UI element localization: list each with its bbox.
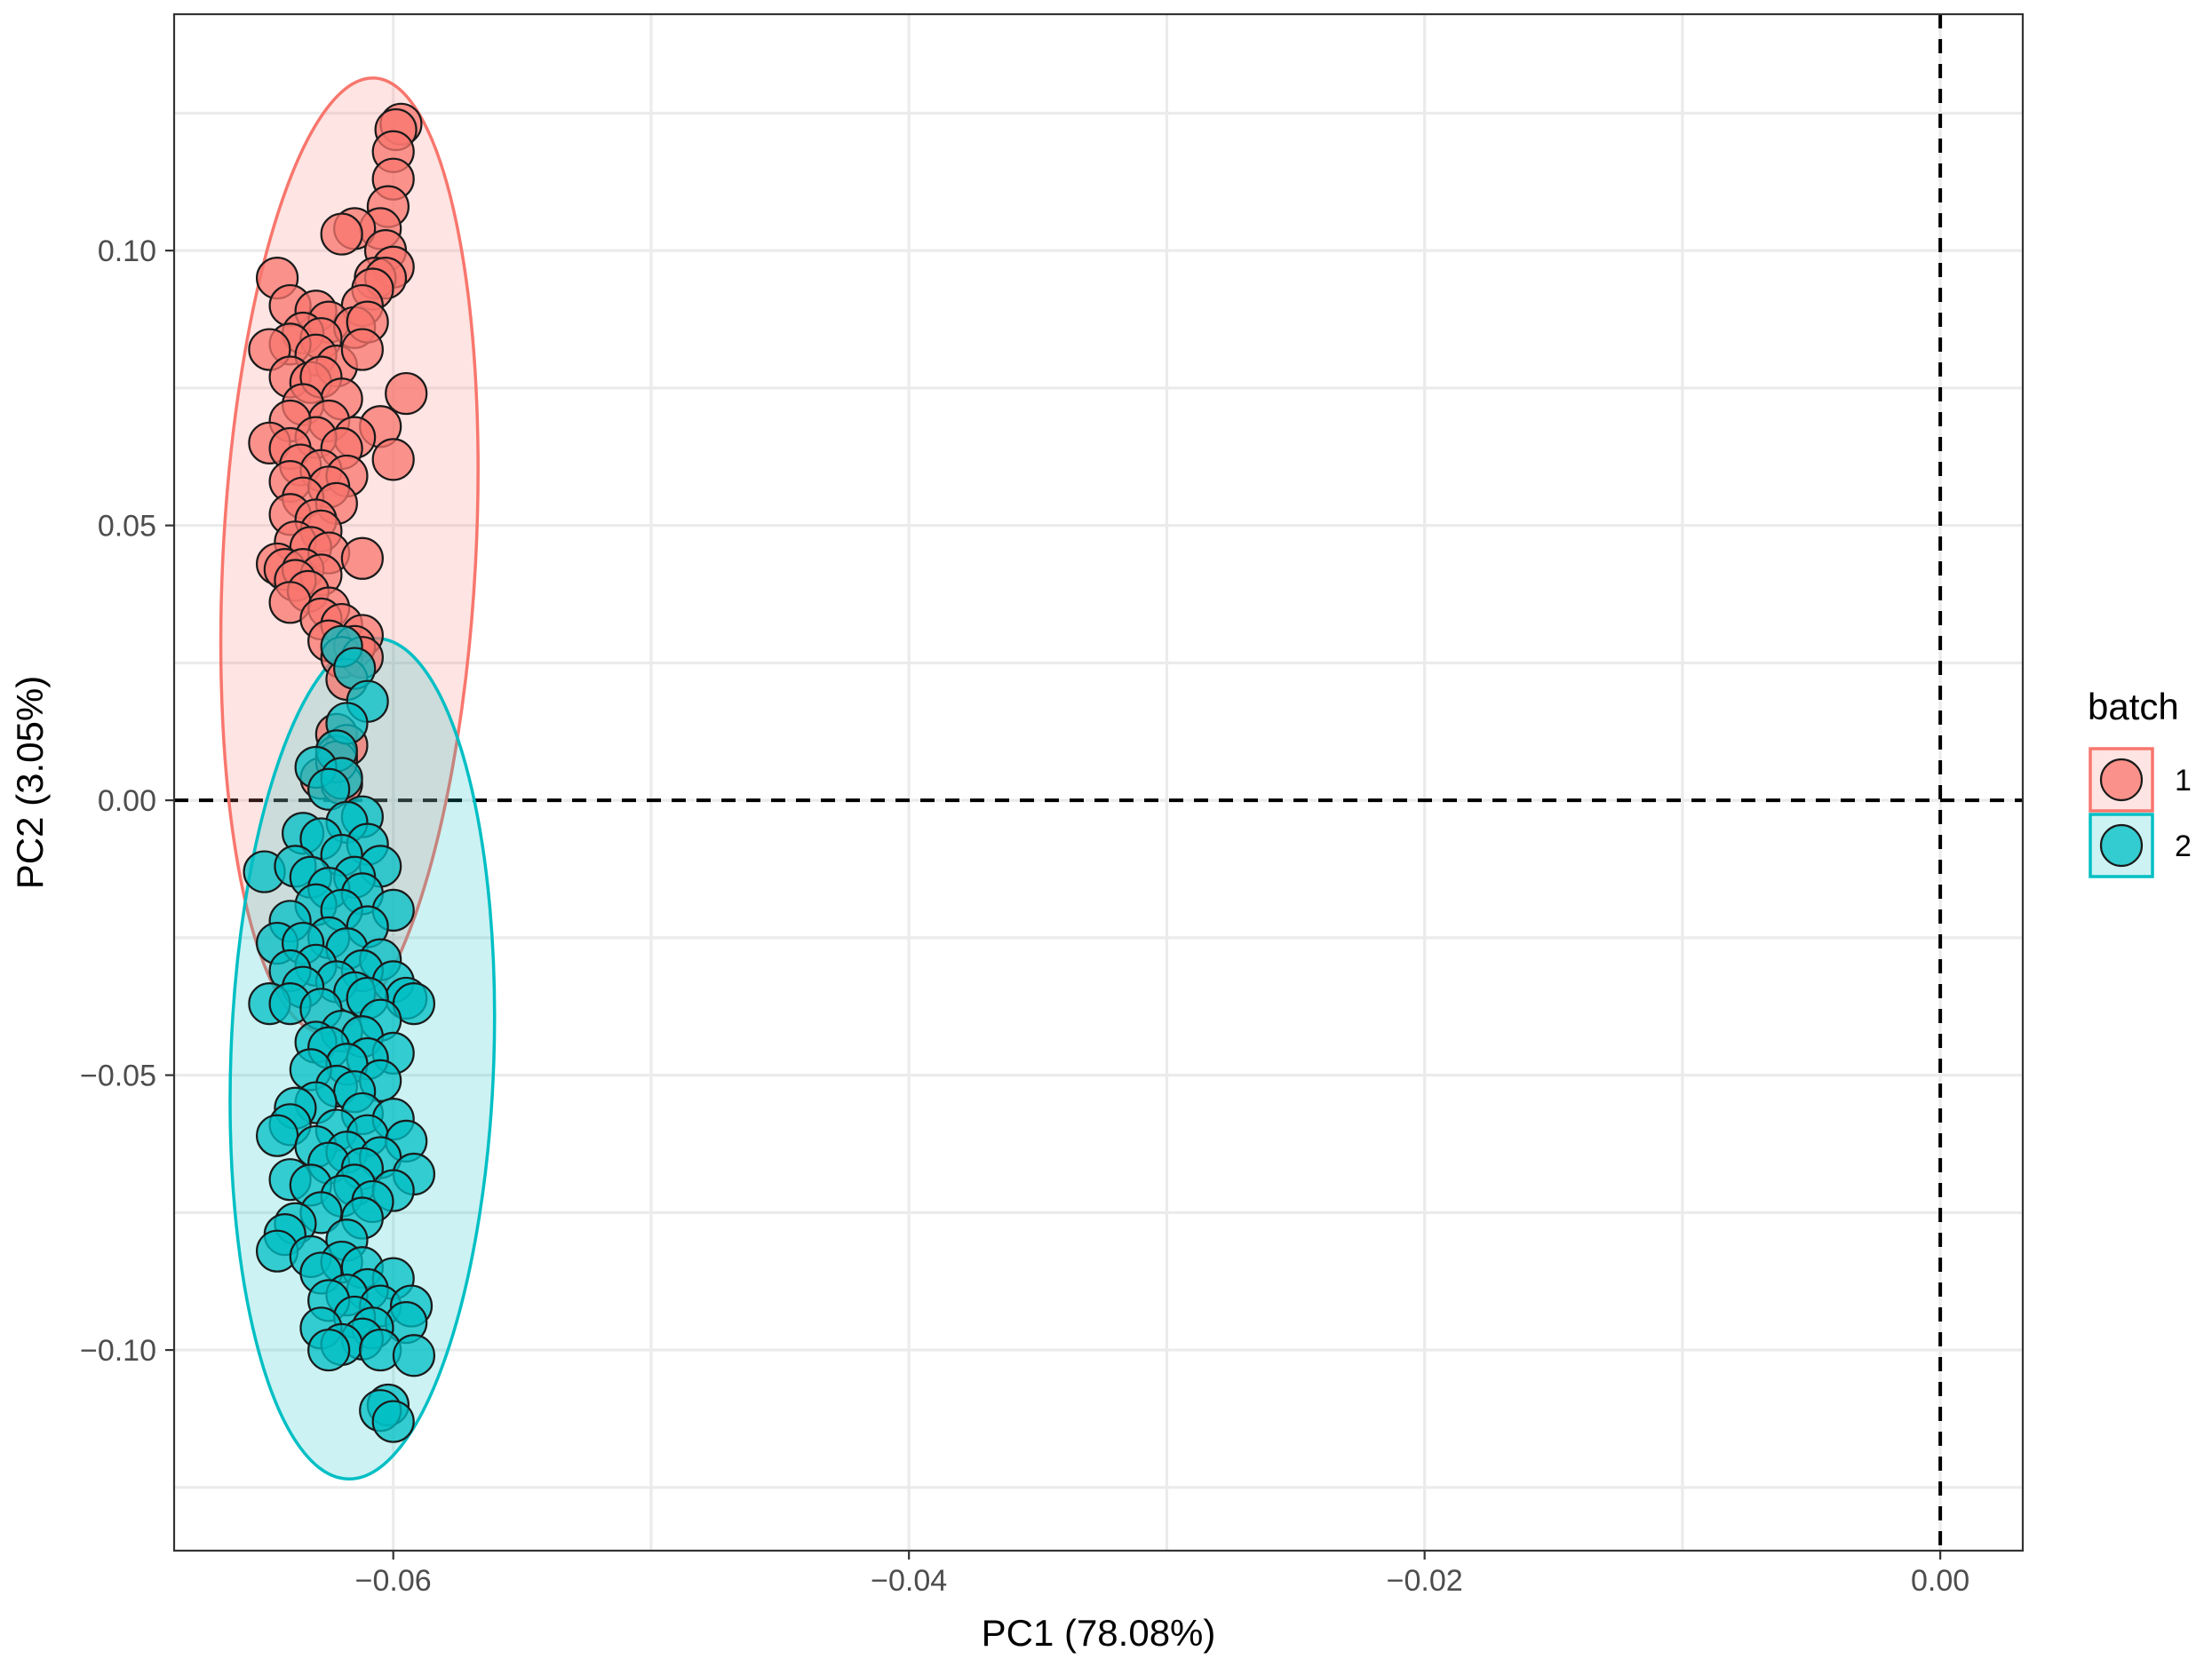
point-batch-1	[340, 536, 384, 580]
legend-symbol-1	[2099, 758, 2144, 802]
x-axis-title: PC1 (78.08%)	[982, 1612, 1216, 1654]
legend-label-1: 1	[2175, 764, 2192, 798]
legend-title: batch	[2088, 686, 2179, 727]
point-batch-2	[392, 1334, 436, 1377]
x-tick-label: −0.06	[355, 1564, 432, 1598]
x-tick-label: −0.02	[1387, 1564, 1463, 1598]
plot-panel-border	[172, 12, 2025, 1552]
y-tick-label: −0.05	[80, 1060, 156, 1093]
point-batch-2	[307, 1328, 351, 1372]
x-tick-label: 0.00	[1911, 1564, 1969, 1598]
legend-symbol-2	[2099, 823, 2144, 868]
point-batch-1	[385, 371, 428, 416]
data-points	[243, 102, 436, 1443]
y-tick-label: −0.10	[80, 1334, 156, 1368]
x-tick-label: −0.04	[871, 1564, 947, 1598]
y-tick-label: 0.00	[98, 784, 156, 818]
point-batch-2	[307, 767, 351, 811]
point-batch-1	[340, 328, 384, 371]
reference-lines	[174, 14, 2023, 1551]
axis-ticks: −0.06 −0.04 −0.02 0.00 0.10 0.05 0.00 −0.05 −0.1…	[80, 234, 1969, 1598]
point-batch-1	[371, 438, 415, 481]
legend-label-2: 2	[2175, 830, 2192, 863]
y-tick-label: 0.10	[98, 234, 156, 268]
point-batch-1	[320, 212, 363, 256]
y-axis-title: PC2 (3.05%)	[9, 676, 51, 889]
point-batch-2	[371, 1400, 415, 1443]
y-tick-label: 0.05	[98, 510, 156, 544]
legend: batch 1 2	[2088, 686, 2192, 878]
point-batch-2	[255, 1114, 299, 1157]
